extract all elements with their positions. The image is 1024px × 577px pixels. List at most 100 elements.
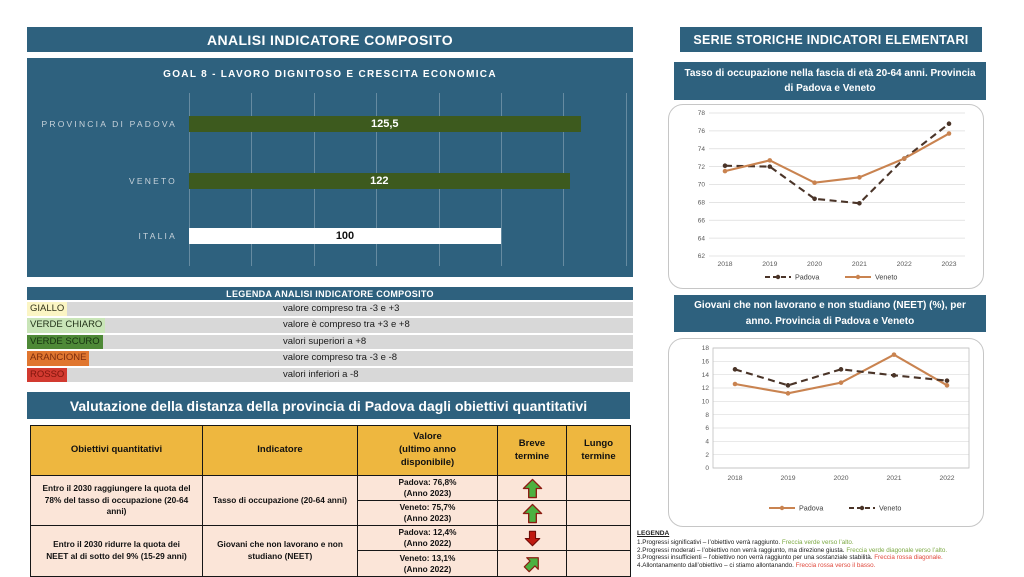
series-line-veneto: [724, 132, 950, 184]
data-point: [946, 131, 952, 136]
series-line-padova: [734, 353, 948, 395]
legend-description: valori inferiori a -8: [283, 368, 359, 380]
y-tick-label: 66: [698, 217, 706, 224]
table-header-cell: Valore (ultimo anno disponibile): [358, 426, 498, 476]
short-term-arrow-cell: [498, 526, 567, 551]
data-point: [785, 391, 791, 396]
progress-legend-text: 1.Progressi significativi – l’obiettivo …: [637, 539, 782, 546]
table-header-cell: Breve termine: [498, 426, 567, 476]
bar-value-label: 122: [370, 175, 389, 187]
x-tick-label: 2020: [807, 261, 822, 268]
data-point: [838, 380, 844, 385]
time-series-header: SERIE STORICHE INDICATORI ELEMENTARI: [680, 27, 982, 52]
progress-legend-text: 2.Progressi moderati – l’obiettivo non v…: [637, 546, 847, 554]
x-tick-label: 2021: [886, 475, 901, 482]
long-term-cell: [567, 526, 630, 551]
objective-cell: Entro il 2030 raggiungere la quota del 7…: [31, 476, 203, 526]
data-point: [857, 175, 862, 180]
neet-chart-title: Giovani che non lavorano e non studiano …: [674, 295, 986, 332]
x-tick-label: 2018: [717, 261, 732, 268]
data-point: [812, 196, 817, 202]
legend-label: Veneto: [875, 273, 897, 282]
composite-legend: GIALLO valore compreso tra -3 e +3 VERDE C…: [27, 302, 633, 384]
series-line-padova: [724, 122, 950, 205]
value-text: Veneto: 13,1%: [399, 552, 456, 563]
data-point: [891, 352, 897, 357]
progress-legend-item: 2.Progressi moderati – l’obiettivo non v…: [637, 547, 1022, 555]
data-point: [891, 373, 897, 378]
legend-label: Padova: [799, 504, 823, 513]
data-point: [944, 383, 950, 388]
up-green-arrow-icon: [522, 503, 542, 523]
composite-analysis-header: ANALISI INDICATORE COMPOSITO: [27, 27, 633, 52]
progress-legend: LEGENDA 1.Progressi significativi – l’ob…: [637, 530, 1022, 569]
y-tick-label: 70: [698, 182, 706, 189]
bar-category-label: ITALIA: [138, 230, 177, 241]
y-tick-label: 4: [705, 439, 709, 446]
legend-description: valore compreso tra -3 e +3: [283, 303, 400, 314]
legend-label: Veneto: [879, 504, 901, 513]
progress-legend-text: 4.Allontanamento dall’obiettivo – ci sti…: [637, 561, 796, 569]
short-term-arrow-cell: [498, 551, 567, 576]
bar: 100: [189, 228, 501, 244]
data-point: [767, 164, 773, 169]
value-text: Padova: 12,4%: [398, 527, 457, 538]
legend-description: valori superiori a +8: [283, 335, 367, 347]
long-term-cell: [567, 476, 630, 501]
progress-legend-text: 3.Progressi insufficienti – l’obiettivo …: [637, 554, 875, 562]
value-year: (Anno 2022): [403, 538, 452, 548]
up-green-arrow-icon: [522, 478, 542, 498]
data-point: [857, 200, 862, 206]
long-term-cell: [567, 501, 630, 526]
y-tick-label: 2: [705, 452, 709, 459]
x-tick-label: 2022: [897, 261, 912, 268]
plot-border: [712, 347, 970, 469]
table-header-cell: Obiettivi quantitativi: [31, 426, 203, 476]
legend-marker: [775, 274, 781, 280]
table-header-cell: Lungo termine: [567, 426, 630, 476]
long-term-cell: [567, 551, 630, 576]
short-term-arrow-cell: [498, 501, 567, 526]
progress-legend-note: Freccia verde diagonale verso l’alto.: [846, 546, 948, 554]
legend-row: ARANCIONE valore compreso tra -3 e -8: [27, 351, 633, 366]
legend-color-chip: ROSSO: [27, 367, 68, 382]
progress-legend-note: Freccia verde verso l’alto.: [781, 539, 854, 546]
bar-value-label: 125,5: [371, 118, 399, 130]
legend-row: VERDE CHIARO valore è compreso tra +3 e +…: [27, 318, 633, 333]
value-text: Veneto: 75,7%: [399, 502, 456, 513]
value-cell: Veneto: 13,1% (Anno 2022): [358, 551, 498, 576]
employment-line-chart-panel: 62 64 66 68 70 72 74 76 78 2018 2019 2020 2021 2022 20…: [668, 104, 984, 289]
bar-gridline: [625, 93, 627, 266]
indicator-cell: Tasso di occupazione (20-64 anni): [203, 476, 358, 526]
value-cell: Padova: 12,4% (Anno 2022): [358, 526, 498, 551]
legend-color-chip: VERDE SCURO: [27, 334, 103, 350]
y-tick-label: 0: [705, 465, 709, 472]
progress-legend-title: LEGENDA: [637, 530, 670, 537]
bar-chart-plot: PROVINCIA DI PADOVA 125,5 VENETO 122 ITALIA 1…: [27, 58, 633, 277]
x-tick-label: 2018: [727, 475, 742, 482]
employment-line-chart: 62 64 66 68 70 72 74 76 78 2018 2019 2020 2021 2022 20…: [698, 110, 965, 282]
y-tick-label: 6: [705, 425, 709, 432]
x-tick-label: 2019: [762, 261, 777, 268]
assessment-table-header: Valutazione della distanza della provinc…: [27, 392, 630, 419]
bar-chart-title: GOAL 8 - LAVORO DIGNITOSO E CRESCITA ECO…: [163, 69, 497, 80]
y-tick-label: 64: [698, 235, 706, 242]
data-point: [732, 367, 738, 372]
y-tick-label: 8: [705, 412, 709, 419]
legend-description: valore compreso tra -3 e -8: [283, 352, 398, 364]
y-tick-label: 68: [698, 200, 706, 207]
indicator-cell: Giovani che non lavorano e non studiano …: [203, 526, 358, 576]
value-year: (Anno 2023): [403, 513, 452, 523]
legend-color-chip: GIALLO: [27, 302, 68, 317]
legend-row: VERDE SCURO valori superiori a +8: [27, 334, 633, 350]
bar-category-label: VENETO: [129, 175, 177, 186]
legend-color-chip: VERDE CHIARO: [27, 318, 106, 333]
down-red-arrow-icon: [524, 530, 540, 546]
composite-legend-header: LEGENDA ANALISI INDICATORE COMPOSITO: [27, 287, 633, 300]
x-tick-label: 2023: [941, 261, 956, 268]
short-term-arrow-cell: [498, 476, 567, 501]
data-point: [946, 121, 952, 127]
legend-marker: [779, 505, 785, 511]
table-header-cell: Indicatore: [203, 426, 358, 476]
value-year: (Anno 2023): [403, 488, 452, 498]
